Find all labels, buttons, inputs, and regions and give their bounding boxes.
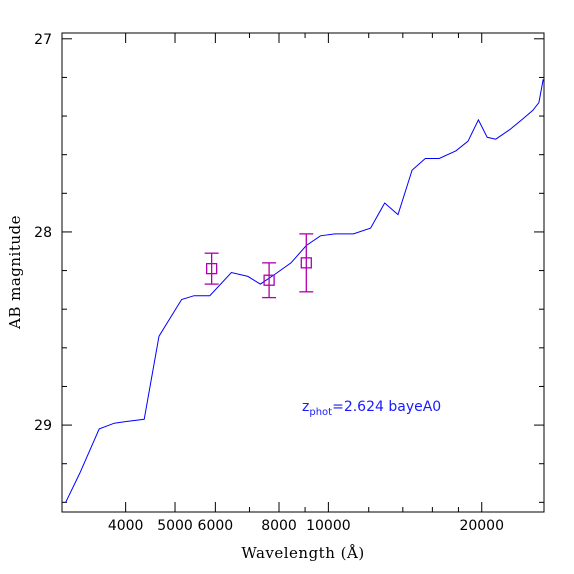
point-marker: [300, 257, 312, 269]
data-point: [299, 233, 314, 293]
y-tick-label: 27: [34, 32, 52, 48]
annotation-main: z: [302, 399, 309, 415]
redshift-annotation: zphot=2.624 bayeA0: [302, 399, 441, 418]
point-marker: [263, 274, 275, 286]
x-tick-label: 10000: [306, 518, 351, 534]
x-tick-label: 6000: [198, 518, 234, 534]
plot-frame: [61, 32, 545, 513]
y-tick-label: 28: [34, 225, 52, 241]
model-spectrum: [65, 79, 544, 503]
annotation-rest: =2.624 bayeA0: [332, 399, 441, 415]
data-point: [262, 262, 277, 299]
y-tick-label: 29: [34, 418, 52, 434]
annotation-sub: phot: [309, 407, 332, 418]
photometry-points: [204, 233, 314, 299]
y-axis-title: AB magnitude: [6, 215, 24, 330]
point-marker: [205, 262, 218, 275]
x-tick-label: 8000: [261, 518, 297, 534]
y-tick-labels: 27 28 29: [34, 32, 52, 434]
x-tick-labels: 4000 5000 6000 8000 10000 20000: [108, 518, 504, 534]
x-tick-label: 5000: [157, 518, 193, 534]
x-axis-title: Wavelength (Å): [241, 544, 364, 562]
data-point: [204, 252, 219, 285]
x-tick-label: 4000: [108, 518, 144, 534]
axis-ticks: [61, 33, 544, 512]
x-tick-label: 20000: [459, 518, 504, 534]
spectrum-line: [65, 79, 544, 503]
